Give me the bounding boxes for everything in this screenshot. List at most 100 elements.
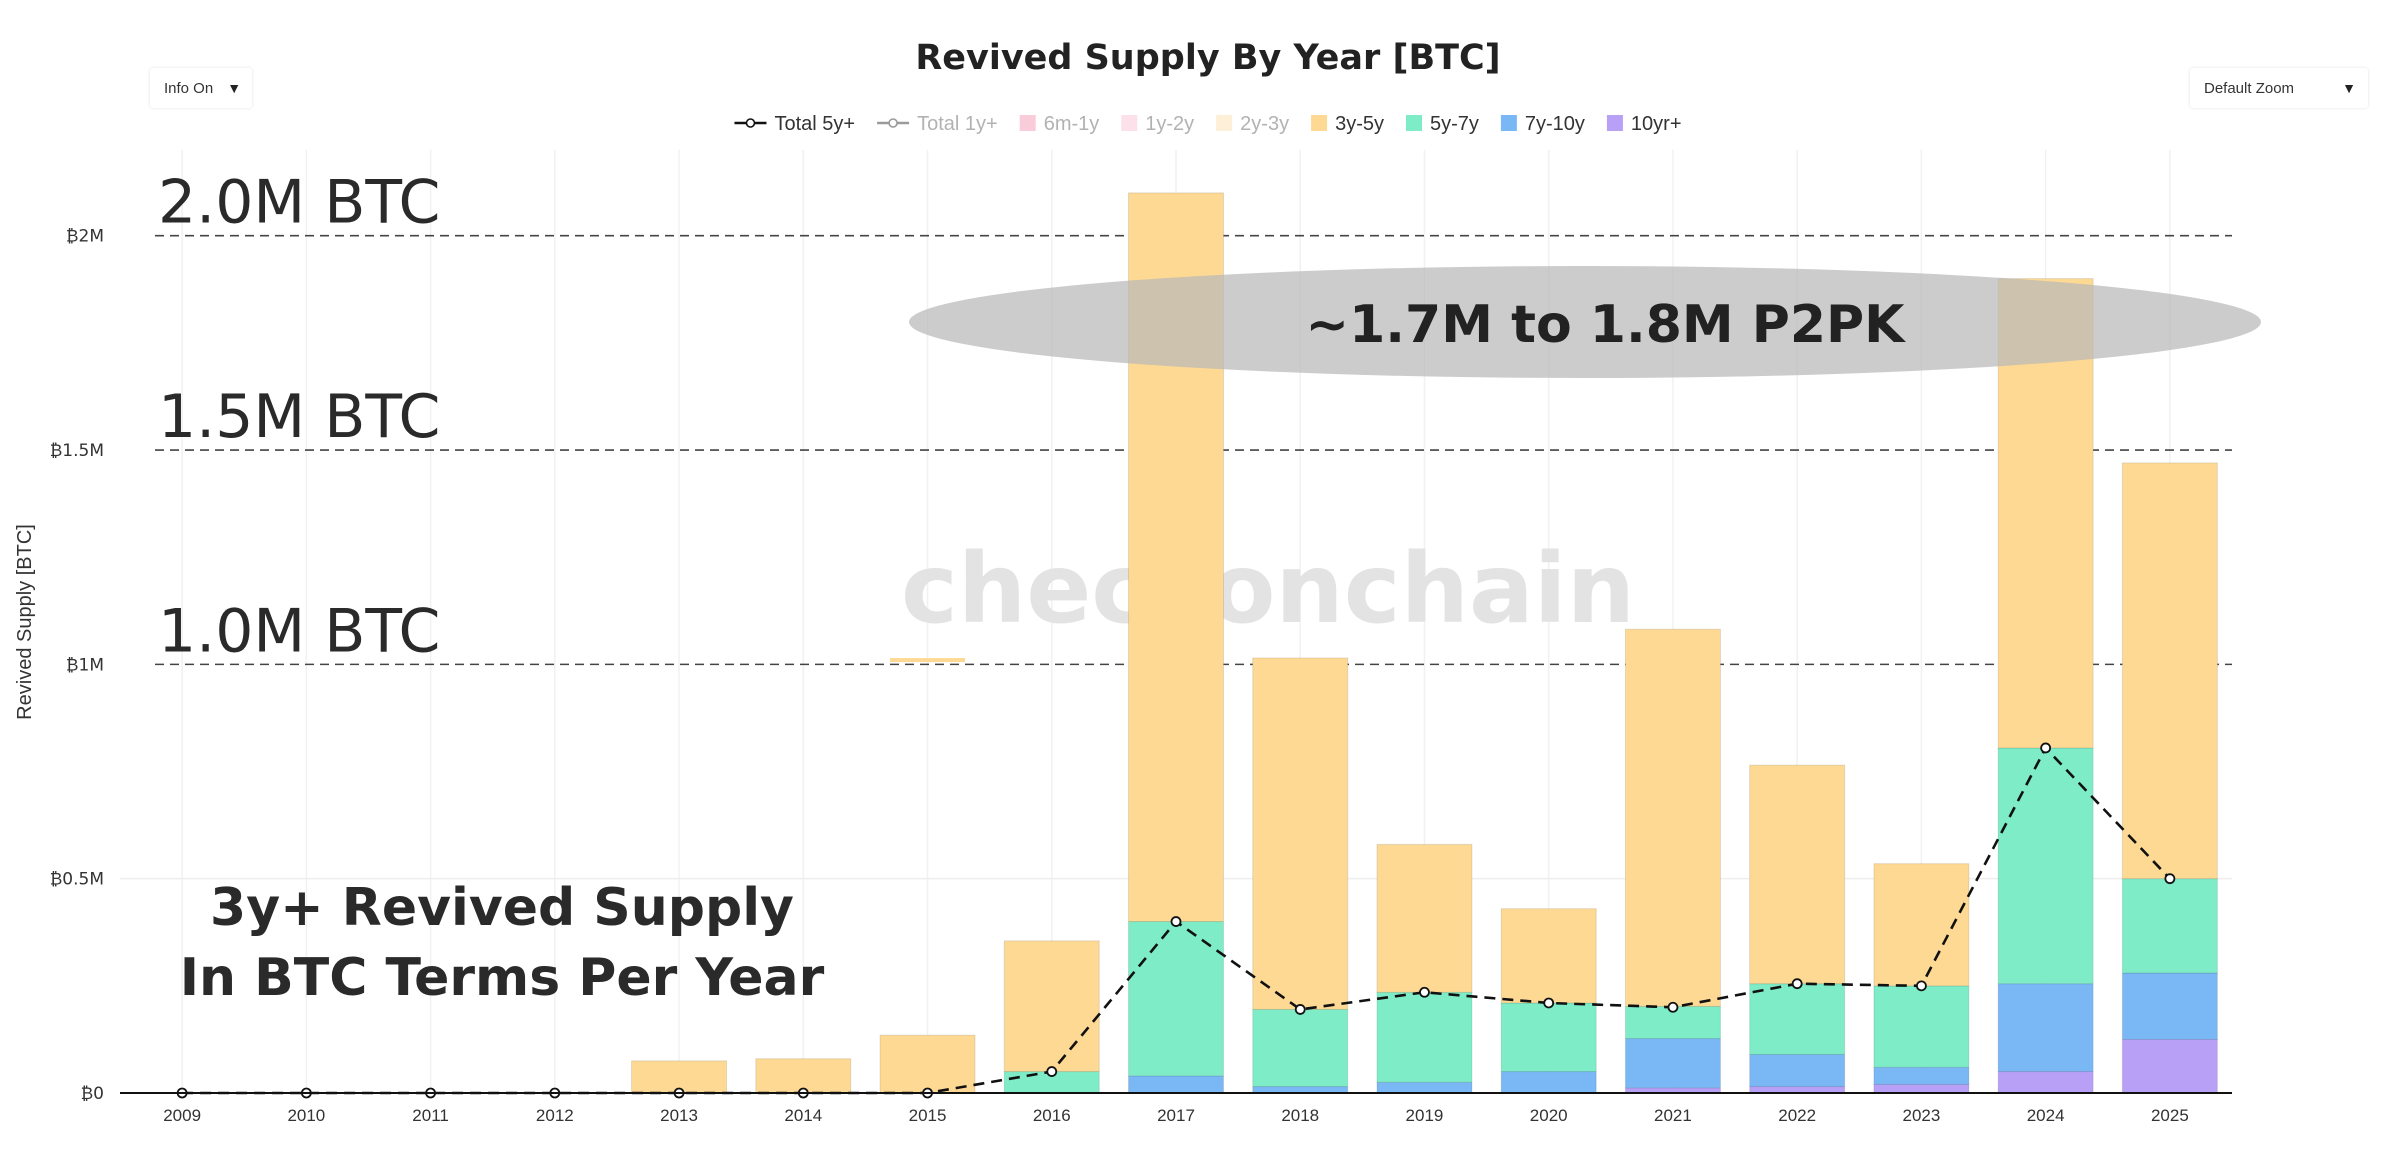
x-tick-label: 2022 (1778, 1106, 1816, 1125)
y-tick-label: ₿0.5M (50, 870, 104, 890)
x-tick-label: 2017 (1157, 1106, 1195, 1125)
y-tick-label: ₿2M (66, 227, 104, 247)
bar-segment (2121, 972, 2218, 1040)
bar-segment (1873, 1066, 1970, 1085)
bar-segment (631, 1060, 728, 1094)
bar-segment (1749, 1053, 1846, 1088)
series-point (1543, 997, 1555, 1009)
axes: 2009 2010 2011 2012 2013 2014 2015 2016 2017 2018… (50, 227, 2232, 1125)
bar-segment (1500, 1002, 1597, 1073)
legend-label: Total 5y+ (774, 113, 855, 135)
caption-line-2: In BTC Terms Per Year (180, 948, 825, 1008)
legend-item[interactable]: 3y-5y (1311, 113, 1384, 135)
zoom-select-label: Default Zoom (2204, 79, 2295, 97)
zoom-select-dropdown[interactable]: Default Zoom ▼ (2190, 68, 2368, 108)
x-tick-label: 2012 (536, 1106, 574, 1125)
legend-label: 2y-3y (1240, 113, 1289, 135)
series-point (2164, 873, 2176, 885)
bar-segment (1624, 1038, 1721, 1089)
legend-label: Total 1y+ (917, 113, 998, 135)
p2pk-ellipse-label: ~1.7M to 1.8M P2PK (1306, 295, 1907, 355)
x-tick-label: 2010 (287, 1106, 325, 1125)
x-tick-label: 2024 (2027, 1106, 2065, 1125)
legend-item[interactable]: 1y-2y (1121, 113, 1194, 135)
legend-square-swatch (1311, 115, 1328, 131)
legend-item[interactable]: 6m-1y (1019, 113, 1100, 135)
x-tick-label: 2016 (1033, 1106, 1071, 1125)
x-tick-label: 2011 (412, 1106, 449, 1125)
bar-segment (2121, 1038, 2218, 1094)
bar-segment (1252, 1008, 1349, 1088)
bar-segment (1997, 1071, 2094, 1094)
bar-segment (879, 1034, 976, 1094)
reference-line-label: 1.0M BTC (158, 596, 440, 666)
legend-square-swatch (1019, 115, 1036, 131)
legend-item[interactable]: 2y-3y (1216, 113, 1289, 135)
bar-segment (1252, 657, 1349, 1010)
bar-segment (1749, 983, 1846, 1055)
legend-label: 3y-5y (1335, 113, 1384, 135)
bar-segment (2121, 462, 2218, 880)
bar-segment (1500, 908, 1597, 1004)
reference-line-label: 2.0M BTC (158, 168, 440, 238)
x-tick-label: 2023 (1902, 1106, 1940, 1125)
bar-segment (1873, 985, 1970, 1068)
bar-segment (1500, 1071, 1597, 1094)
series-point (1791, 978, 1803, 990)
series-point (1667, 1001, 1679, 1013)
series-point (1419, 986, 1430, 998)
x-tick-label: 2015 (909, 1106, 947, 1125)
watermark: checkonchain (901, 533, 1635, 645)
x-tick-label: 2021 (1654, 1106, 1692, 1125)
legend[interactable]: Total 5y+ Total 1y+ 6m-1y 1y-2y 2y-3y 3y-5y 5y… (734, 113, 1682, 135)
reference-lines: 2.0M BTC 1.5M BTC 1.0M BTC (155, 168, 2232, 666)
bar-segment (755, 1058, 852, 1094)
legend-square-swatch (1606, 115, 1623, 131)
bar-segment (1128, 921, 1224, 1077)
series-point (1046, 1066, 1058, 1077)
legend-label: 1y-2y (1145, 113, 1194, 135)
p2pk-ellipse (909, 266, 2261, 378)
info-toggle-dropdown[interactable]: Info On ▼ (150, 68, 252, 108)
legend-item[interactable]: Total 1y+ (877, 113, 998, 135)
bar-segment (1003, 940, 1100, 1073)
caption-line-1: 3y+ Revived Supply (210, 878, 794, 938)
x-tick-label: 2019 (1406, 1106, 1444, 1125)
x-tick-label: 2009 (163, 1106, 201, 1125)
legend-item[interactable]: 7y-10y (1500, 113, 1585, 135)
legend-label: 10yr+ (1631, 113, 1682, 135)
chart-title: Revived Supply By Year [BTC] (915, 38, 1500, 78)
x-tick-label: 2025 (2151, 1106, 2189, 1125)
x-tick-label: 2018 (1281, 1106, 1319, 1125)
caret-down-icon: ▼ (2342, 80, 2356, 96)
legend-label: 5y-7y (1430, 113, 1479, 135)
legend-item[interactable]: 5y-7y (1405, 113, 1479, 135)
bar-segment (1376, 1081, 1473, 1094)
caret-down-icon: ▼ (227, 80, 242, 96)
x-tick-label: 2020 (1530, 1106, 1568, 1125)
x-tick-label: 2014 (784, 1106, 822, 1125)
bar-segment (1128, 1075, 1224, 1094)
bar-segment (890, 658, 966, 663)
x-tick-label: 2013 (660, 1106, 698, 1125)
legend-square-swatch (1405, 115, 1422, 131)
y-tick-label: ₿1M (66, 655, 104, 675)
bar-segment (2121, 878, 2218, 974)
bar-segment (1997, 747, 2094, 985)
legend-dot-swatch (888, 118, 898, 128)
legend-square-swatch (1500, 115, 1517, 131)
y-tick-label: ₿1.5M (50, 441, 104, 461)
bar-segment (1376, 843, 1473, 993)
legend-item[interactable]: Total 5y+ (734, 113, 855, 135)
legend-item[interactable]: 10yr+ (1606, 113, 1682, 135)
series-point (1916, 980, 1927, 992)
legend-dot-swatch (745, 118, 756, 128)
legend-square-swatch (1216, 115, 1233, 131)
info-toggle-label: Info On (164, 79, 214, 97)
series-point (1170, 916, 1182, 927)
legend-label: 6m-1y (1044, 113, 1100, 135)
legend-square-swatch (1121, 115, 1138, 131)
y-tick-label: ₿0 (81, 1084, 104, 1104)
